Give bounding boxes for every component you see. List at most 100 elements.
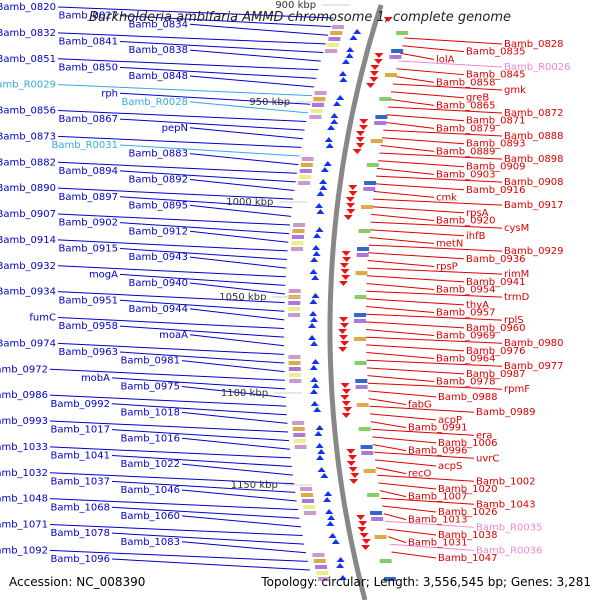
right-label-connector <box>367 375 435 383</box>
reverse-strand-feature <box>359 533 369 538</box>
gene-label-bamb-1002: Bamb_1002 <box>476 476 536 487</box>
right-label-connector <box>373 444 407 452</box>
left-label-connector <box>119 170 296 183</box>
cog-category-block <box>356 253 369 257</box>
right-label-connector <box>365 313 503 321</box>
gene-label-bamb-0960: Bamb_0960 <box>466 323 526 334</box>
left-label-connector <box>49 524 303 536</box>
forward-strand-feature <box>317 449 326 454</box>
gene-label-bamb-0897: Bamb_0897 <box>58 192 118 203</box>
gene-label-bamb-0845: Bamb_0845 <box>466 70 526 81</box>
forward-strand-feature <box>309 299 318 304</box>
gene-label-moga: mogA <box>89 269 118 280</box>
left-label-connector <box>119 351 285 364</box>
gene-label-bamb-0976: Bamb_0976 <box>466 346 526 357</box>
gene-label-pepn: pepN <box>162 123 188 134</box>
left-label-connector <box>181 411 288 424</box>
cog-category-block <box>367 493 380 497</box>
cog-category-block <box>389 55 402 59</box>
left-label-connector <box>57 84 313 97</box>
left-label-connector <box>189 230 289 243</box>
reverse-strand-feature <box>349 479 359 484</box>
right-label-connector <box>366 306 435 314</box>
scale-labels: 900 kbp 950 kbp 1000 kbp 1050 kbp 1100 kbp 11… <box>219 0 351 491</box>
right-label-connector <box>380 497 475 505</box>
gene-label-trmd: trmD <box>504 292 530 303</box>
cog-category-block <box>301 157 314 161</box>
forward-strand-feature <box>315 425 324 430</box>
cog-category-block <box>289 373 301 377</box>
right-label-connector <box>386 528 437 536</box>
gene-label-bamb-0936: Bamb_0936 <box>466 254 526 265</box>
gene-label-bamb-1018: Bamb_1018 <box>120 407 180 418</box>
gene-label-bamb-0980: Bamb_0980 <box>504 338 564 349</box>
gene-label-bamb-1092: Bamb_1092 <box>0 545 48 556</box>
right-label-connector <box>375 175 503 183</box>
right-label-connector <box>391 91 465 99</box>
gene-label-bamb-0820: Bamb_0820 <box>0 2 56 13</box>
gene-label-bamb-0969: Bamb_0969 <box>436 331 496 342</box>
cog-category-block <box>354 313 367 317</box>
gene-label-bamb-1047: Bamb_1047 <box>438 553 498 564</box>
cog-category-block <box>355 385 368 389</box>
cog-category-block <box>354 361 367 365</box>
left-label-connector <box>111 455 292 467</box>
reverse-strand-feature <box>343 215 353 220</box>
gene-label-bamb-0987: Bamb_0987 <box>466 369 526 380</box>
gene-label-bamb-0974: Bamb_0974 <box>0 338 56 349</box>
forward-strand-feature <box>328 533 337 538</box>
right-label-connector <box>392 83 503 91</box>
reverse-strand-feature <box>359 125 369 130</box>
gene-label-bamb-0977: Bamb_0977 <box>504 361 564 372</box>
reverse-strand-feature <box>373 59 383 64</box>
forward-strand-feature <box>309 311 318 316</box>
gene-label-lola: lolA <box>436 54 455 65</box>
left-label-connector <box>57 187 294 200</box>
left-label-connector <box>189 153 299 166</box>
right-label-connector <box>373 190 435 198</box>
left-label-connector <box>181 360 285 373</box>
gene-label-bamb-0871: Bamb_0871 <box>466 116 526 127</box>
forward-strand-feature <box>308 323 317 328</box>
forward-strand-feature <box>316 191 325 196</box>
reverse-strand-feature <box>370 65 380 70</box>
left-label-connector <box>57 110 307 122</box>
cog-category-block <box>294 445 307 449</box>
cog-category-block <box>288 301 301 305</box>
scale-label: 900 kbp <box>275 0 316 11</box>
right-label-connector <box>369 229 465 237</box>
right-label-connector <box>370 413 437 421</box>
gene-label-bamb-0932: Bamb_0932 <box>0 261 56 272</box>
left-label-connector <box>57 239 288 252</box>
reverse-strand-feature <box>340 341 350 346</box>
reverse-strand-feature <box>355 143 365 148</box>
cog-category-block <box>293 433 306 437</box>
gene-label-bamb-1022: Bamb_1022 <box>120 459 180 470</box>
gene-label-moaa: moaA <box>159 330 188 341</box>
left-label-connector <box>189 75 315 88</box>
right-label-connector <box>385 520 475 528</box>
right-label-connector <box>376 167 435 175</box>
left-label-connector <box>181 437 290 450</box>
cog-category-block <box>292 235 304 239</box>
forward-strand-feature <box>313 233 321 238</box>
gene-label-bamb-0963: Bamb_0963 <box>58 347 118 358</box>
reverse-strand-feature <box>348 455 358 460</box>
gene-label-reco: recO <box>408 469 432 480</box>
gene-label-bamb-0889: Bamb_0889 <box>436 146 496 157</box>
gene-label-bamb-0989: Bamb_0989 <box>476 407 536 418</box>
left-label-connector <box>189 49 321 62</box>
forward-strand-feature <box>310 341 319 346</box>
forward-strand-feature <box>311 359 320 364</box>
right-label-connector <box>366 290 503 298</box>
forward-strand-feature <box>323 161 332 166</box>
left-label-connector <box>57 317 285 329</box>
forward-strand-feature <box>324 491 333 496</box>
reverse-strand-feature <box>365 83 375 88</box>
cog-category-block <box>291 247 303 251</box>
cog-category-block <box>363 469 376 473</box>
right-label-connector <box>369 405 475 413</box>
reverse-strand-feature <box>350 473 360 478</box>
left-label-connector <box>119 299 285 312</box>
